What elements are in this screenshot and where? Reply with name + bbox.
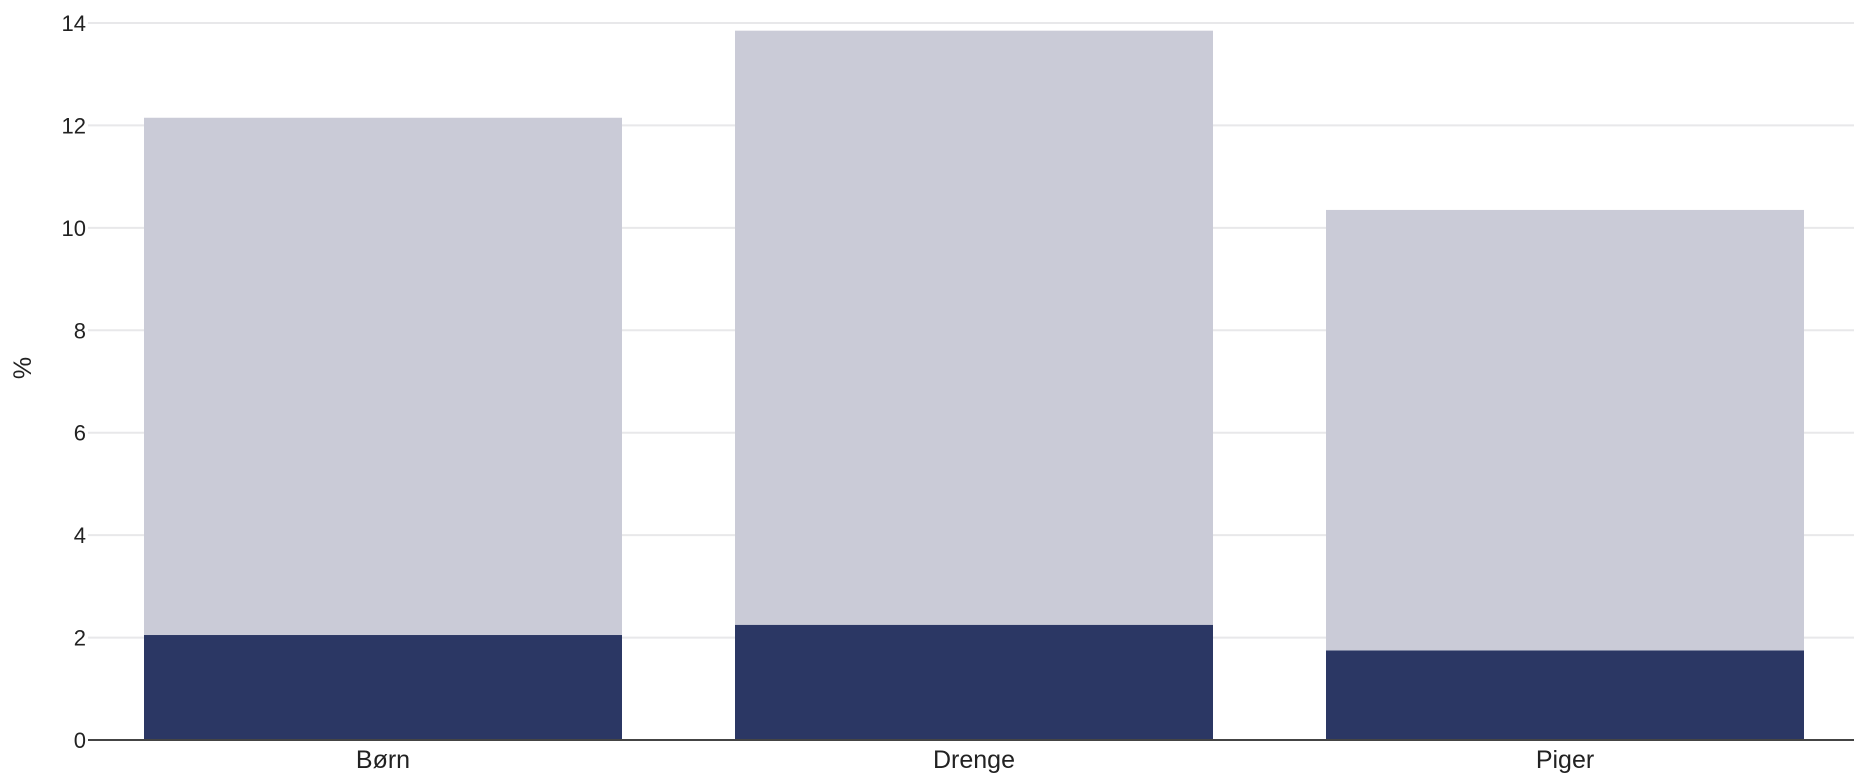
y-tick-label: 6 [74,421,86,446]
bar-segment-upper [144,117,622,636]
bars [144,30,1804,740]
x-tick-label: Drenge [933,746,1015,774]
bar-segment-upper [735,30,1213,625]
bar-segment-upper [1326,209,1804,651]
y-tick-label: 2 [74,626,86,651]
bar-segment-lower [735,624,1213,740]
y-tick-label: 4 [74,523,86,548]
axes: 0 2 4 6 8 10 12 14 Børn Drenge Piger [62,11,1854,774]
y-tick-label: 14 [62,11,86,36]
y-tick-label: 0 [74,728,86,753]
y-axis-title: % [9,357,37,379]
y-tick-label: 8 [74,318,86,343]
y-tick-label: 12 [62,113,86,138]
x-tick-label: Børn [356,746,410,774]
bar-segment-lower [1326,650,1804,740]
x-tick-label: Piger [1536,746,1594,774]
bar-segment-lower [144,635,622,740]
y-tick-label: 10 [62,216,86,241]
